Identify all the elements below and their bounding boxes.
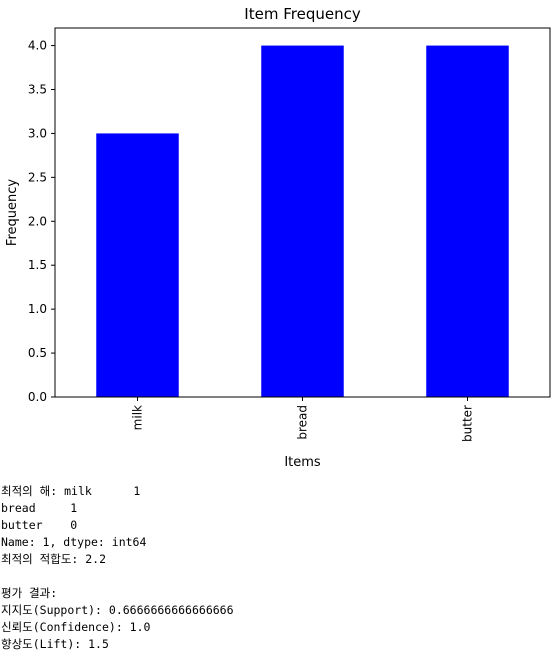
y-tick-label: 3.5 <box>28 83 47 97</box>
output-line: Name: 1, dtype: int64 <box>1 535 147 549</box>
y-tick-label: 3.0 <box>28 126 47 140</box>
x-axis: milk bread butter <box>131 397 475 442</box>
y-tick-label: 1.5 <box>28 258 47 272</box>
y-axis-label: Frequency <box>5 179 20 246</box>
y-tick-label: 4.0 <box>28 39 47 53</box>
y-tick-label: 2.5 <box>28 170 47 184</box>
x-tick-label: butter <box>461 405 475 442</box>
output-line: 최적의 적합도: 2.2 <box>1 552 107 566</box>
x-axis-label: Items <box>284 455 321 470</box>
output-line: 지지도(Support): 0.6666666666666666 <box>1 603 234 617</box>
y-tick-label: 0.0 <box>28 390 47 404</box>
output-line: butter 0 <box>1 518 78 532</box>
output-line: 최적의 해: milk 1 <box>1 484 141 498</box>
y-tick-label: 1.0 <box>28 302 47 316</box>
y-axis: 0.0 0.5 1.0 1.5 2.0 2.5 3.0 3.5 4.0 <box>28 39 55 404</box>
console-output: 최적의 해: milk 1 bread 1 butter 0 Name: 1, dty… <box>1 483 557 653</box>
x-tick-label: milk <box>131 405 145 430</box>
output-line <box>1 568 557 585</box>
bar-bread <box>261 45 344 397</box>
output-line: 평가 결과: <box>1 586 58 600</box>
bar-chart: 0.0 0.5 1.0 1.5 2.0 2.5 3.0 3.5 4.0 milk bread but… <box>5 5 551 470</box>
output-line: bread 1 <box>1 501 78 515</box>
x-tick-label: bread <box>296 405 310 440</box>
y-tick-label: 2.0 <box>28 214 47 228</box>
chart-title: Item Frequency <box>244 5 361 23</box>
bar-butter <box>426 45 509 397</box>
bar-milk <box>96 133 179 397</box>
output-line: 향상도(Lift): 1.5 <box>1 637 109 651</box>
y-tick-label: 0.5 <box>28 346 47 360</box>
bar-series <box>96 45 509 397</box>
output-line: 신뢰도(Confidence): 1.0 <box>1 620 151 634</box>
